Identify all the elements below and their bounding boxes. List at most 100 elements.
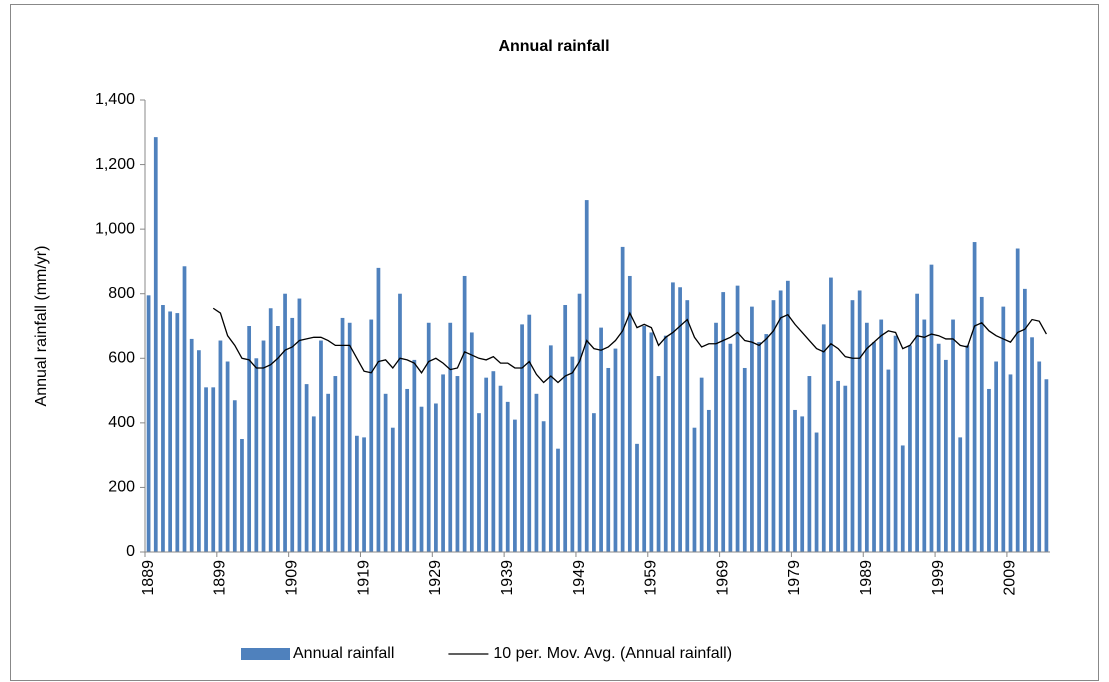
x-tick-label: 1889 (140, 560, 157, 596)
bar (340, 317, 345, 552)
bar (872, 342, 876, 552)
bar (462, 275, 467, 552)
legend-label: Annual rainfall (293, 645, 394, 662)
bar (965, 345, 970, 552)
bar (441, 374, 445, 552)
bar (750, 306, 754, 552)
bar (1030, 337, 1034, 552)
bar (800, 416, 805, 552)
bar (929, 264, 934, 552)
bar (656, 376, 661, 552)
bar (1022, 288, 1027, 552)
bar (635, 443, 639, 552)
bar (1008, 374, 1013, 552)
bar (498, 385, 503, 552)
bar (276, 326, 280, 552)
bar (850, 300, 855, 552)
bar (448, 322, 453, 552)
x-tick-label: 1959 (643, 560, 660, 596)
bar (1037, 361, 1042, 552)
bar (721, 292, 726, 552)
bar (778, 290, 783, 552)
bar (987, 388, 991, 552)
bar (541, 421, 546, 552)
bar (714, 322, 718, 552)
bar (333, 376, 338, 552)
bar (197, 350, 201, 552)
bar (189, 338, 194, 552)
bar (757, 342, 761, 552)
legend-swatch (241, 648, 290, 660)
bar (362, 437, 366, 552)
bar (412, 359, 417, 552)
x-tick-label: 1999 (930, 560, 947, 596)
bar (742, 367, 747, 552)
bar (1001, 306, 1006, 552)
bar (405, 388, 410, 552)
bar (900, 445, 905, 552)
bar (592, 413, 596, 552)
bar (161, 305, 165, 552)
y-tick-label: 200 (108, 479, 135, 496)
bar (864, 322, 869, 552)
bar (951, 319, 955, 552)
bar (735, 285, 740, 552)
x-tick-label: 1929 (427, 560, 444, 596)
bar (426, 322, 431, 552)
bar (283, 293, 287, 552)
x-tick-label: 1969 (714, 560, 731, 596)
bar (477, 413, 481, 552)
bar (548, 345, 553, 552)
bar (843, 385, 848, 552)
bar (469, 332, 474, 552)
bar (225, 361, 230, 552)
bar (520, 324, 524, 552)
x-tick-label: 1949 (571, 560, 588, 596)
bar (254, 358, 259, 552)
bar (699, 377, 704, 552)
bar (893, 335, 898, 552)
bar (369, 319, 374, 552)
y-tick-label: 0 (126, 543, 135, 560)
bar (972, 242, 977, 553)
bar (685, 300, 690, 552)
y-axis-label: Annual rainfall (mm/yr) (33, 246, 50, 407)
bar (821, 324, 826, 552)
bar (915, 293, 919, 552)
bar (922, 319, 927, 552)
bar (311, 416, 316, 552)
bar (304, 384, 309, 552)
bar (1015, 248, 1020, 552)
bar (347, 322, 352, 552)
bar (936, 343, 941, 552)
bar (692, 427, 697, 552)
y-tick-label: 400 (108, 414, 135, 431)
bar (204, 387, 208, 552)
bar (663, 335, 668, 552)
bar (556, 448, 560, 552)
bar (376, 267, 381, 552)
bar (807, 376, 812, 552)
bar (678, 287, 682, 552)
bar (218, 340, 223, 552)
y-tick-label: 1,400 (95, 91, 135, 108)
bar (577, 293, 582, 552)
y-tick-label: 1,000 (95, 220, 135, 237)
bar (584, 200, 589, 553)
bar (706, 409, 711, 552)
x-tick-label: 1899 (212, 560, 229, 596)
bar (958, 437, 963, 552)
bar (979, 296, 984, 552)
moving-average-line (212, 307, 1047, 384)
bar (943, 359, 948, 552)
bar (390, 427, 395, 552)
bar (534, 393, 539, 552)
x-tick-label: 1919 (355, 560, 372, 596)
bar (620, 246, 625, 552)
y-tick-label: 800 (108, 285, 135, 302)
bar (599, 327, 603, 552)
bar (1044, 379, 1049, 552)
y-tick-label: 600 (108, 350, 135, 367)
bar (793, 409, 797, 552)
